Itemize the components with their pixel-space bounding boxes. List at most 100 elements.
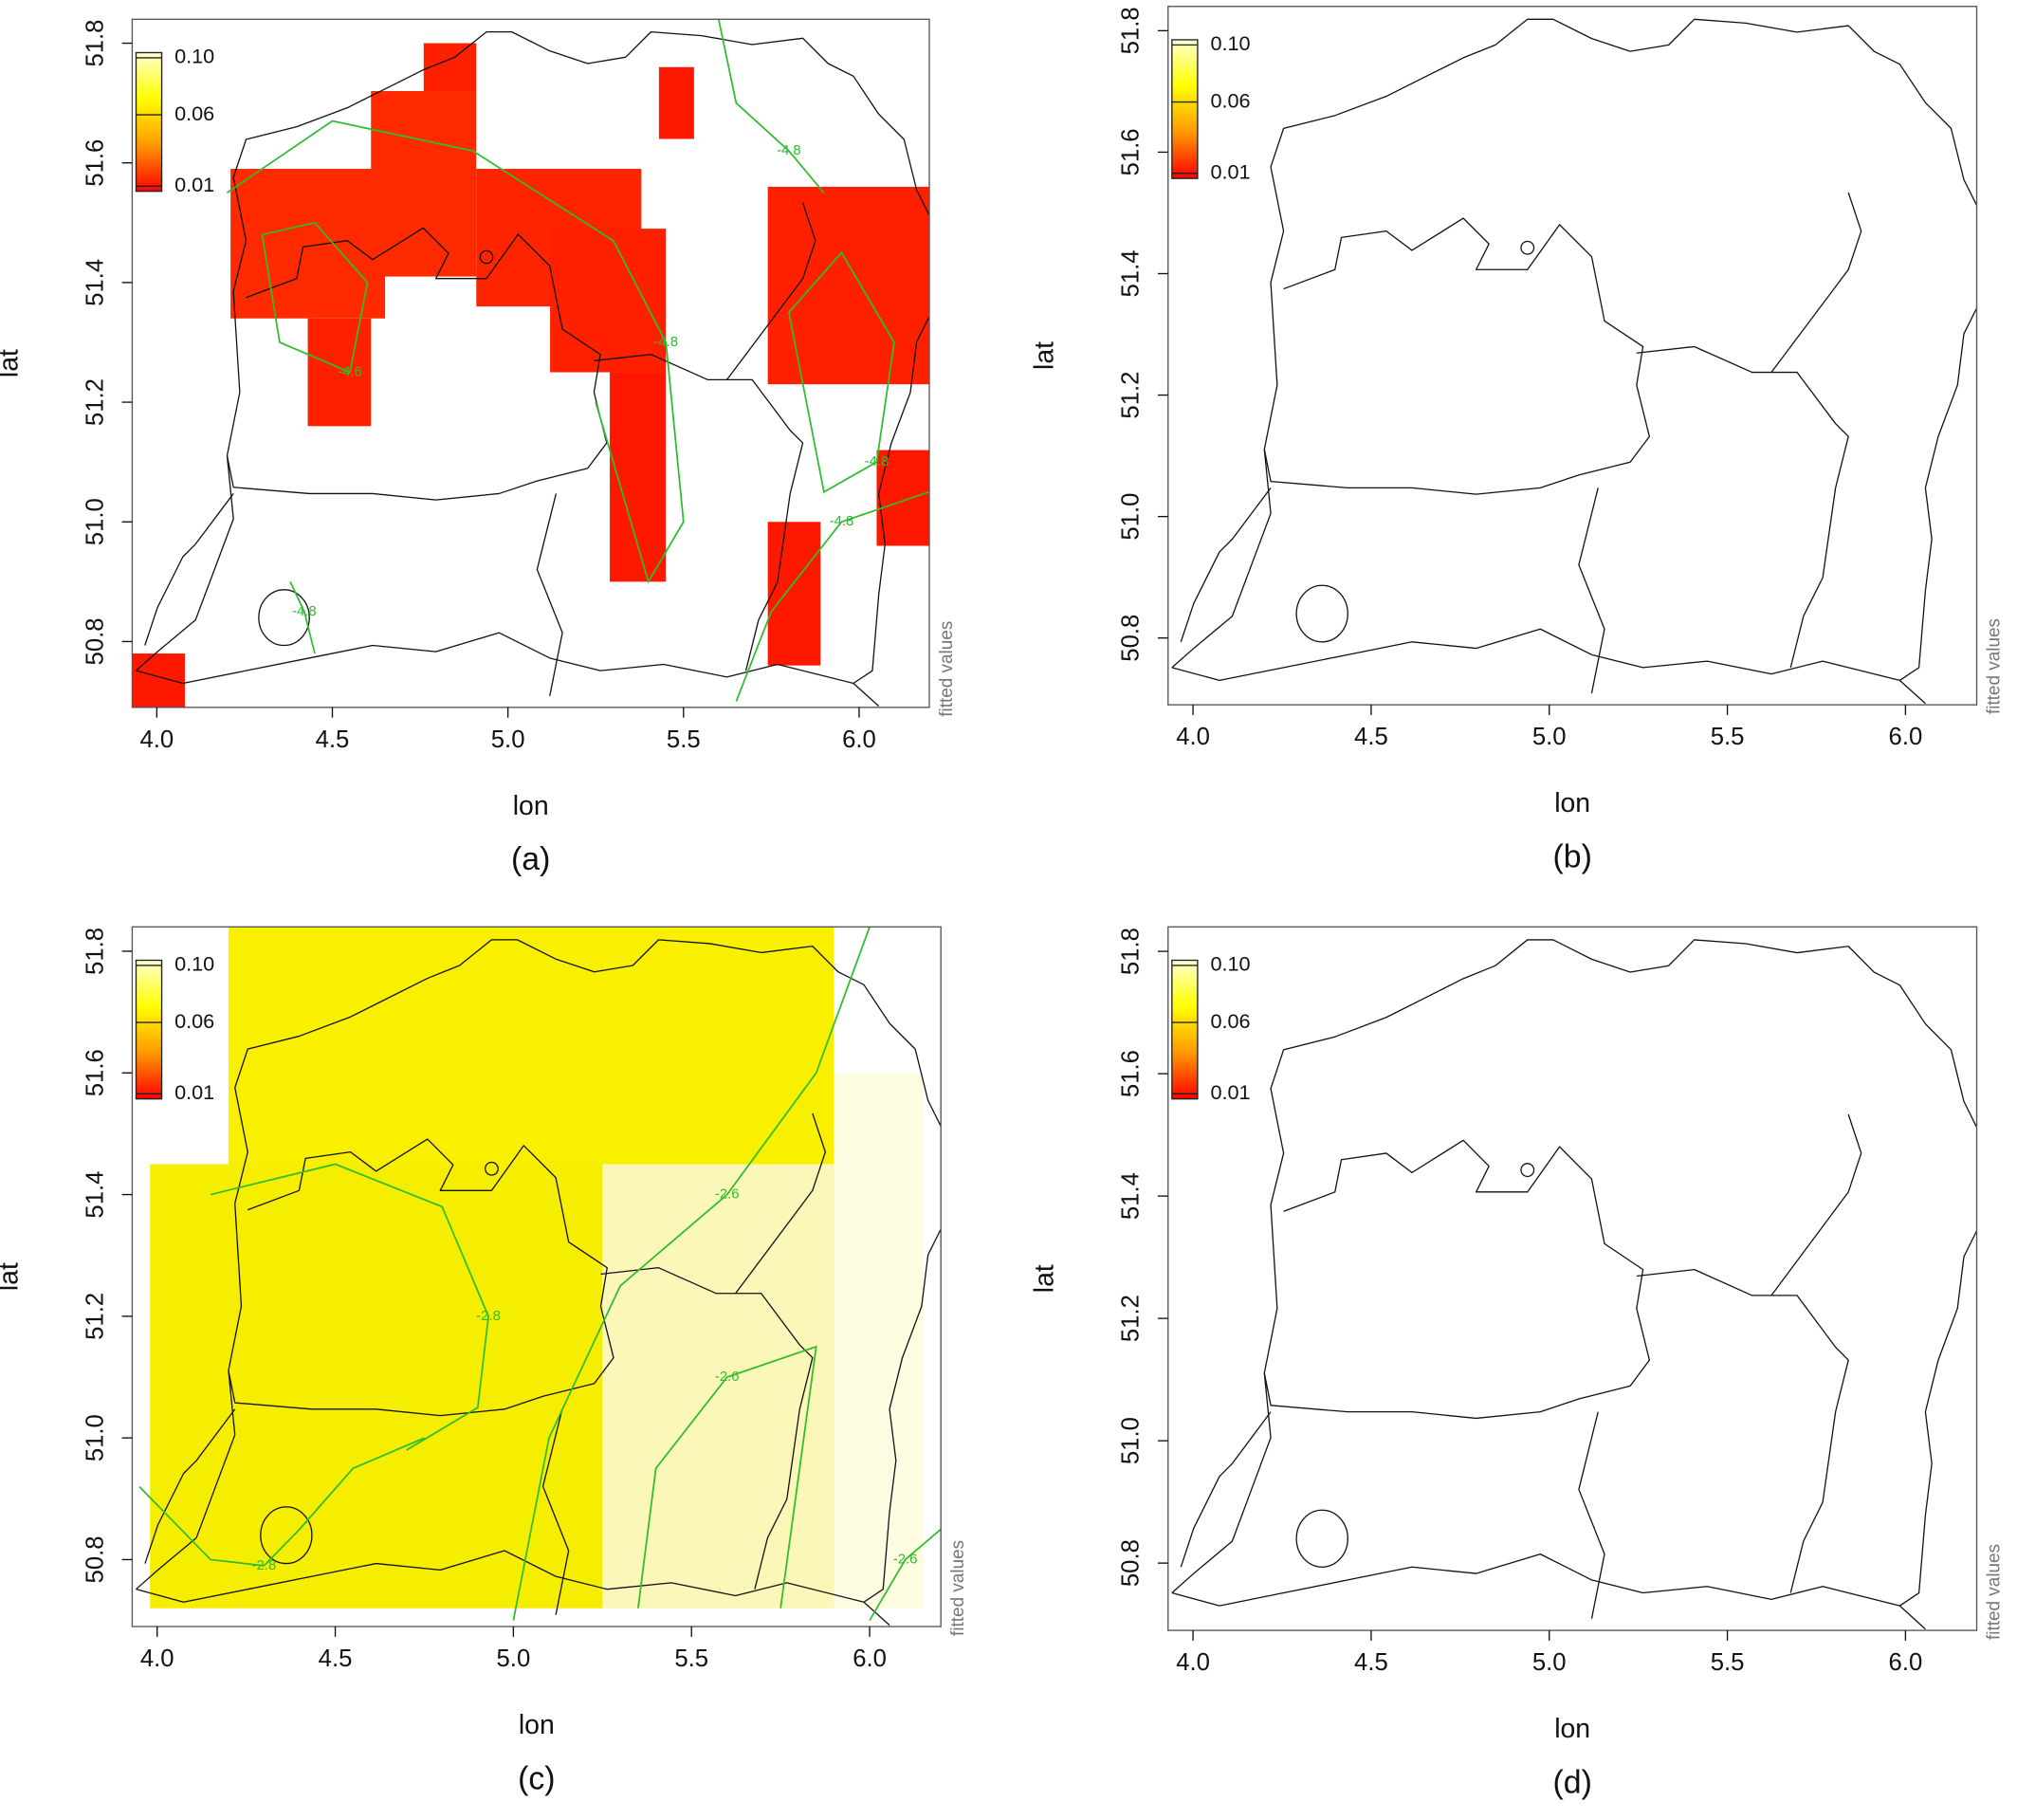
y-tick-label: 51.0 [82, 1414, 108, 1462]
plot-frame [131, 18, 930, 708]
heat-cell [767, 522, 821, 666]
heat-cell [658, 66, 694, 139]
colorbar-label: fitted values [948, 1540, 968, 1636]
x-axis-label: lon [513, 791, 549, 821]
x-tick-label: 5.5 [1711, 724, 1745, 750]
x-tick-label: 5.0 [497, 1645, 531, 1672]
x-tick-label: 5.0 [1532, 1649, 1567, 1676]
heat-cell [307, 318, 372, 427]
x-tick-label: 5.5 [1711, 1649, 1745, 1676]
y-axis-label: lat [0, 1262, 24, 1291]
contour-label: -2.6 [893, 1552, 918, 1567]
plot-frame [1167, 6, 1978, 706]
colorbar-label: fitted values [1984, 618, 2004, 714]
colorbar-tick-label: 0.10 [1210, 31, 1250, 55]
x-tick-label: 5.5 [674, 1645, 708, 1672]
panel-caption: (a) [511, 841, 550, 877]
contour-line [636, 1345, 817, 1609]
y-tick-label: 51.2 [82, 1293, 108, 1340]
x-tick-label: 5.5 [667, 726, 701, 753]
heat-cell [767, 186, 930, 385]
contour-line [210, 1163, 489, 1451]
contour-line [226, 119, 685, 584]
heat-cell [550, 229, 667, 373]
y-tick-label: 51.2 [1118, 1295, 1145, 1342]
y-tick-label: 50.8 [82, 1535, 108, 1583]
x-tick-label: 4.5 [1354, 724, 1388, 750]
panel: -2.8 -2.8 -2.6 -2.6 -2.6 4.0 4.5 5.0 5.5 6.0 50.8 5… [0, 926, 968, 1796]
colorbar-tick-label: 0.01 [174, 173, 214, 196]
contour-label: -4.8 [292, 604, 317, 619]
x-tick-label: 4.5 [1354, 1649, 1388, 1676]
colorbar [135, 51, 163, 193]
y-tick-label: 51.0 [82, 498, 108, 545]
colorbar [1171, 959, 1199, 1100]
colorbar-tick-label: 0.01 [1210, 1080, 1250, 1104]
y-tick-label: 51.0 [1118, 493, 1145, 541]
y-tick-label: 51.0 [1118, 1417, 1145, 1464]
y-axis-label: lat [1030, 341, 1060, 370]
colorbar-tick-label: 0.10 [174, 952, 214, 976]
y-axis-label: lat [1030, 1264, 1060, 1293]
colorbar-tick-label: 0.06 [174, 1009, 214, 1033]
heat-cell [230, 169, 386, 319]
contour-label: -2.8 [476, 1309, 501, 1324]
boundaries [1170, 939, 1977, 1630]
panel: 4.0 4.5 5.0 5.5 6.0 50.8 51.0 51.2 51.4 51.6 51.8 l… [1030, 6, 2004, 874]
x-tick-label: 4.0 [1176, 724, 1210, 750]
y-tick-label: 51.8 [82, 20, 108, 67]
x-tick-label: 5.0 [1532, 724, 1567, 750]
colorbar [135, 959, 163, 1100]
x-axis-label: lon [519, 1710, 555, 1740]
heat-cell [132, 653, 185, 708]
x-tick-label: 4.0 [139, 726, 174, 753]
x-tick-label: 6.0 [1889, 1649, 1923, 1676]
contour-label: -4.8 [777, 143, 801, 158]
colorbar-label: fitted values [937, 621, 957, 717]
colorbar [1171, 39, 1199, 179]
y-tick-label: 51.6 [1118, 1050, 1145, 1097]
plot-frame [131, 926, 942, 1627]
contour-label: -4.6 [338, 364, 362, 379]
y-tick-label: 51.8 [82, 928, 108, 975]
y-tick-label: 51.4 [1118, 249, 1145, 297]
contour-label: -4.8 [865, 454, 889, 469]
x-tick-label: 4.5 [316, 726, 350, 753]
y-tick-label: 51.4 [82, 1171, 108, 1219]
x-tick-label: 5.0 [491, 726, 525, 753]
y-tick-label: 50.8 [1118, 615, 1145, 662]
contour-line [289, 580, 316, 654]
colorbar-tick-label: 0.01 [1210, 159, 1250, 183]
plot-area: -2.8 -2.8 -2.6 -2.6 -2.6 [135, 927, 942, 1627]
colorbar-tick-label: 0.06 [1210, 1009, 1250, 1033]
y-tick-label: 51.8 [1118, 928, 1145, 975]
y-tick-label: 51.6 [1118, 128, 1145, 175]
panel: 4.0 4.5 5.0 5.5 6.0 50.8 51.0 51.2 51.4 51.6 51.8 l… [1030, 926, 2004, 1800]
y-tick-label: 51.4 [82, 259, 108, 306]
panel-caption: (c) [518, 1760, 555, 1796]
x-tick-label: 6.0 [842, 726, 876, 753]
colorbar-tick-label: 0.06 [174, 101, 214, 125]
x-tick-label: 4.0 [1176, 1649, 1210, 1676]
y-tick-label: 51.6 [82, 139, 108, 187]
contour-line [512, 927, 871, 1621]
heat-cell [228, 927, 834, 1165]
contour-label: -2.6 [715, 1186, 740, 1202]
contour-label: -4.8 [830, 514, 854, 529]
contour-label: -4.8 [653, 335, 678, 350]
plot-area [1170, 18, 1977, 705]
heat-cell [834, 1073, 924, 1609]
plot-area: -4.8 -4.6 -4.8 -4.8 -4.8 -4.8 [132, 19, 930, 708]
contour-line [869, 1528, 942, 1622]
contour-label: -2.6 [715, 1370, 740, 1385]
contour-line [788, 250, 895, 494]
contour-label: -2.8 [252, 1558, 277, 1573]
colorbar-tick-label: 0.06 [1210, 88, 1250, 112]
y-tick-label: 51.6 [82, 1049, 108, 1096]
y-tick-label: 51.8 [1118, 7, 1145, 54]
y-tick-label: 51.4 [1118, 1172, 1145, 1220]
heat-cell [423, 43, 477, 92]
heat-cell [602, 1164, 834, 1609]
x-axis-label: lon [1554, 788, 1590, 818]
